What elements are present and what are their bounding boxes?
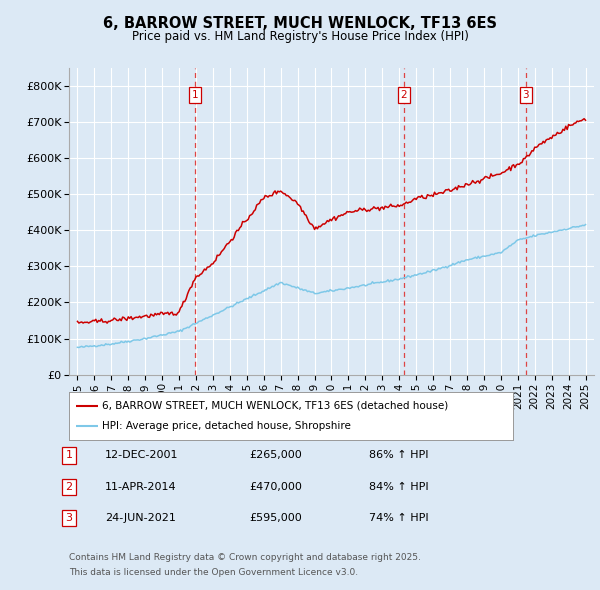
Text: 6, BARROW STREET, MUCH WENLOCK, TF13 6ES: 6, BARROW STREET, MUCH WENLOCK, TF13 6ES [103, 16, 497, 31]
Text: 86% ↑ HPI: 86% ↑ HPI [369, 451, 428, 460]
Text: 2: 2 [401, 90, 407, 100]
Text: HPI: Average price, detached house, Shropshire: HPI: Average price, detached house, Shro… [102, 421, 351, 431]
Text: 1: 1 [192, 90, 199, 100]
Text: 3: 3 [65, 513, 73, 523]
Text: £470,000: £470,000 [249, 482, 302, 491]
Text: 6, BARROW STREET, MUCH WENLOCK, TF13 6ES (detached house): 6, BARROW STREET, MUCH WENLOCK, TF13 6ES… [102, 401, 449, 411]
Text: 1: 1 [65, 451, 73, 460]
Text: This data is licensed under the Open Government Licence v3.0.: This data is licensed under the Open Gov… [69, 568, 358, 577]
Text: 2: 2 [65, 482, 73, 491]
Text: £595,000: £595,000 [249, 513, 302, 523]
Text: Price paid vs. HM Land Registry's House Price Index (HPI): Price paid vs. HM Land Registry's House … [131, 30, 469, 43]
Text: £265,000: £265,000 [249, 451, 302, 460]
Text: Contains HM Land Registry data © Crown copyright and database right 2025.: Contains HM Land Registry data © Crown c… [69, 553, 421, 562]
Text: 12-DEC-2001: 12-DEC-2001 [105, 451, 179, 460]
Text: 3: 3 [523, 90, 529, 100]
Text: 84% ↑ HPI: 84% ↑ HPI [369, 482, 428, 491]
Text: 24-JUN-2021: 24-JUN-2021 [105, 513, 176, 523]
Text: 74% ↑ HPI: 74% ↑ HPI [369, 513, 428, 523]
Text: 11-APR-2014: 11-APR-2014 [105, 482, 176, 491]
